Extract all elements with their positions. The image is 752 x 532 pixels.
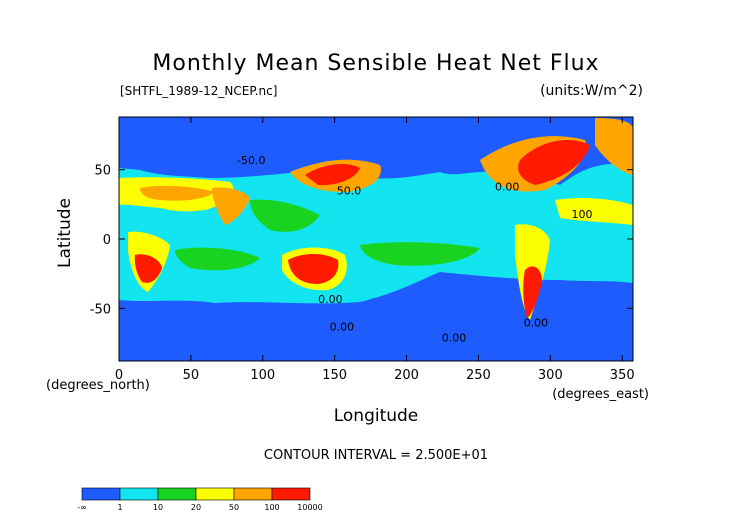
sahara-orange	[140, 185, 215, 201]
colorbar-label: 10	[153, 503, 163, 512]
contour-label: 0.00	[495, 180, 520, 193]
x-axis-label: Longitude	[334, 406, 419, 426]
contour-label: 50.0	[337, 185, 362, 198]
colorbar-label: 10000	[297, 503, 322, 512]
x-tick-label: 250	[466, 368, 491, 383]
flux-field	[119, 117, 633, 361]
x-tick-label: 0	[115, 368, 123, 383]
y-axis-label: Latitude	[55, 198, 75, 268]
southern-africa-red	[134, 254, 162, 283]
south-america-red	[523, 266, 542, 318]
y-tick-label: 0	[103, 233, 111, 248]
colorbar-swatch	[119, 487, 159, 501]
colorbar: -∞ 1 10 20 50 100 10000	[77, 487, 323, 512]
contour-label: 0.00	[330, 321, 355, 334]
contour-label: 0.00	[442, 332, 467, 345]
contour-label: 100	[571, 208, 592, 221]
india-region	[212, 187, 250, 225]
colorbar-label: 20	[191, 503, 201, 512]
contour-label: -50.0	[237, 154, 265, 167]
colorbar-label: -∞	[77, 503, 87, 512]
kuroshio-red	[305, 164, 360, 186]
atlantic-yellow	[555, 197, 633, 225]
y-axis: 50 0 -50	[90, 164, 633, 317]
y-tick-label: -50	[90, 302, 111, 317]
colorbar-label: 50	[229, 503, 239, 512]
colorbar-swatch	[157, 487, 197, 501]
x-tick-label: 50	[183, 368, 200, 383]
europe-region	[595, 118, 633, 175]
y-unit-note: (degrees_north)	[46, 378, 150, 393]
tropical-pacific-green	[360, 242, 480, 266]
x-tick-label: 300	[538, 368, 563, 383]
x-tick-label: 200	[394, 368, 419, 383]
x-unit-note: (degrees_east)	[552, 387, 649, 402]
x-tick-label: 100	[250, 368, 275, 383]
colorbar-label: 100	[264, 503, 279, 512]
file-label: [SHTFL_1989-12_NCEP.nc]	[120, 84, 277, 98]
y-tick-label: 50	[94, 164, 111, 179]
contour-labels: -50.0 50.0 0.00 100 0.00 0.00 0.00 0.00	[237, 154, 592, 344]
colorbar-swatch	[271, 487, 311, 501]
se-asia-region	[250, 199, 320, 232]
southern-ocean-region	[119, 272, 633, 361]
colorbar-label: 1	[117, 503, 122, 512]
colorbar-swatch	[233, 487, 273, 501]
gulf-stream-red	[518, 140, 590, 185]
x-tick-label: 150	[322, 368, 347, 383]
contour-interval: CONTOUR INTERVAL = 2.500E+01	[264, 448, 488, 463]
indian-ocean-green	[175, 247, 260, 271]
colorbar-swatch	[195, 487, 235, 501]
australia-red	[288, 254, 339, 284]
chart-title: Monthly Mean Sensible Heat Net Flux	[152, 51, 599, 76]
contour-label: 0.00	[524, 316, 549, 329]
x-axis: 0 50 100 150 200 250 300 350	[115, 117, 635, 383]
units-label: (units:W/m^2)	[540, 83, 643, 99]
x-tick-label: 350	[610, 368, 635, 383]
contour-label: 0.00	[318, 293, 343, 306]
colorbar-swatch	[81, 487, 121, 501]
